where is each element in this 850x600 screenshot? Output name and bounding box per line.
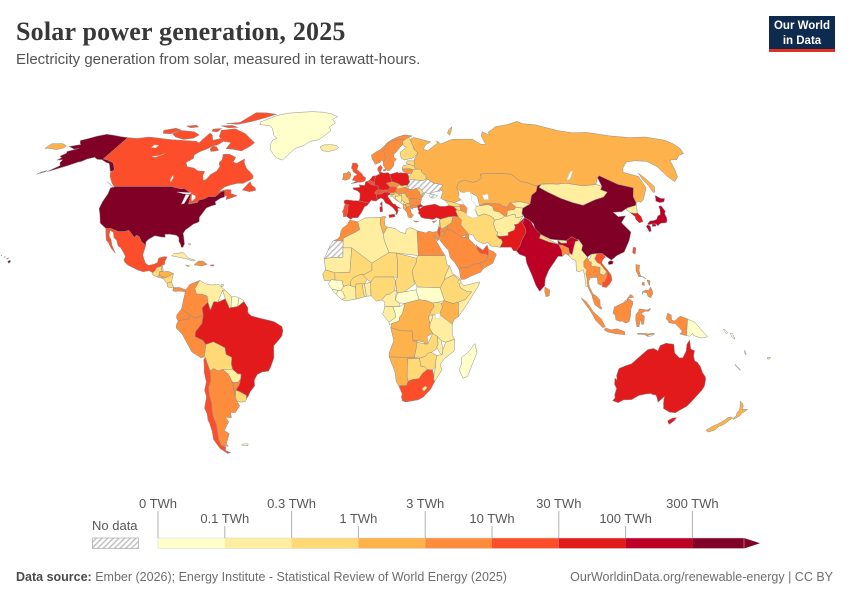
svg-text:300 TWh: 300 TWh (666, 496, 719, 511)
svg-text:3 TWh: 3 TWh (406, 496, 444, 511)
svg-text:100 TWh: 100 TWh (599, 511, 652, 526)
svg-text:0.3 TWh: 0.3 TWh (267, 496, 316, 511)
svg-text:0 TWh: 0 TWh (139, 496, 177, 511)
svg-text:1 TWh: 1 TWh (339, 511, 377, 526)
svg-text:No data: No data (92, 518, 138, 533)
svg-text:0.1 TWh: 0.1 TWh (200, 511, 249, 526)
svg-text:10 TWh: 10 TWh (469, 511, 514, 526)
svg-text:30 TWh: 30 TWh (536, 496, 581, 511)
